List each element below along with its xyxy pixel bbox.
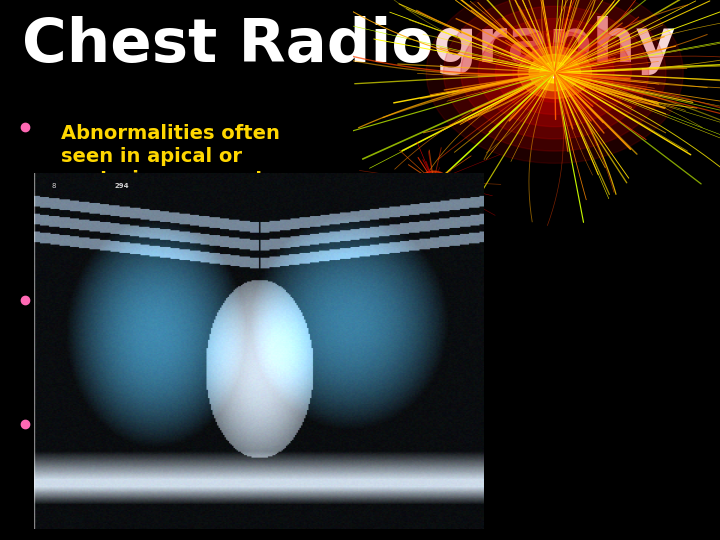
Circle shape: [547, 68, 562, 78]
Text: 8: 8: [52, 184, 56, 190]
Circle shape: [540, 62, 570, 83]
Text: 294: 294: [115, 184, 130, 190]
Text: Abnormalities often
seen in apical or
posterior segments
of upper lobe or
superi: Abnormalities often seen in apical or po…: [61, 124, 280, 257]
Circle shape: [513, 43, 597, 102]
Circle shape: [518, 46, 592, 98]
Circle shape: [495, 31, 614, 114]
Circle shape: [530, 55, 580, 90]
Text: Cannot confirm
diagnosis of TB!!: Cannot confirm diagnosis of TB!!: [61, 421, 247, 463]
Circle shape: [426, 0, 683, 163]
Circle shape: [529, 55, 580, 91]
Circle shape: [461, 6, 649, 139]
Text: Chest Radiography: Chest Radiography: [22, 16, 675, 75]
Circle shape: [419, 171, 449, 192]
Circle shape: [444, 0, 666, 151]
Circle shape: [478, 18, 631, 127]
Text: May have unusual
appearance in HIV-
positive persons: May have unusual appearance in HIV- posi…: [61, 297, 269, 361]
Circle shape: [547, 68, 562, 78]
Circle shape: [426, 176, 441, 187]
